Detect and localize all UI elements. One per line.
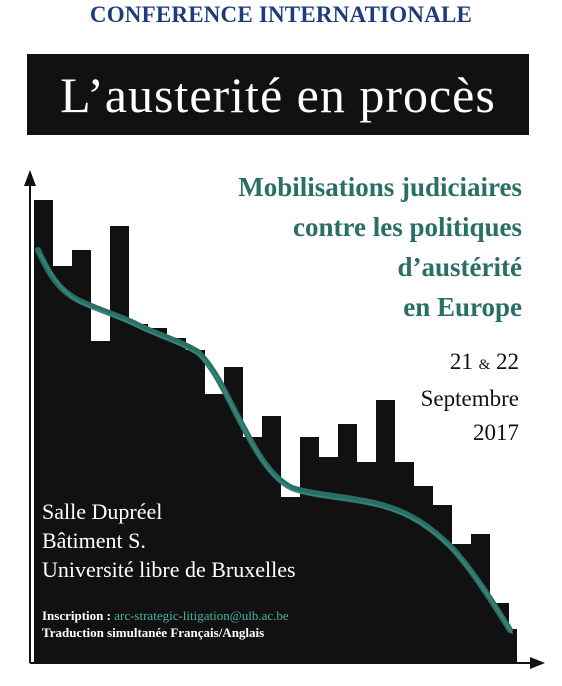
venue-university: Université libre de Bruxelles [42,557,296,582]
event-dates: 21 & 22 Septembre 2017 [319,345,519,450]
x-axis-arrow-icon [530,657,545,669]
subtitle: Mobilisations judiciaires contre les pol… [142,167,522,327]
inscription-label: Inscription : [42,608,115,623]
title-banner: L’austerité en procès [27,54,529,135]
y-axis-arrow-icon [24,170,36,186]
inscription-line: Inscription : arc-strategic-litigation@u… [42,607,289,624]
main-title: L’austerité en procès [60,66,496,123]
date-days: 21 & 22 [319,345,519,382]
venue-room: Salle Dupréel [42,499,163,524]
date-amp: & [478,357,491,373]
venue-building: Bâtiment S. [42,528,146,553]
date-day-2: 22 [496,349,519,374]
subtitle-line-1: Mobilisations judiciaires [238,172,522,202]
venue: Salle Dupréel Bâtiment S. Université lib… [42,497,296,584]
translation-note: Traduction simultanée Français/Anglais [42,625,265,640]
bar-silhouette [34,200,517,663]
registration-info: Inscription : arc-strategic-litigation@u… [42,607,289,641]
subtitle-line-2: contre les politiques [293,212,522,242]
date-month: Septembre [420,386,519,411]
inscription-email-link[interactable]: arc-strategic-litigation@ulb.ac.be [114,608,289,623]
conference-label: CONFERENCE INTERNATIONALE [89,2,473,27]
date-day-1: 21 [449,349,473,374]
subtitle-line-3: d’austérité [397,252,522,282]
trend-line-highlight [39,253,513,634]
date-year: 2017 [473,420,519,445]
subtitle-line-4: en Europe [403,292,522,322]
